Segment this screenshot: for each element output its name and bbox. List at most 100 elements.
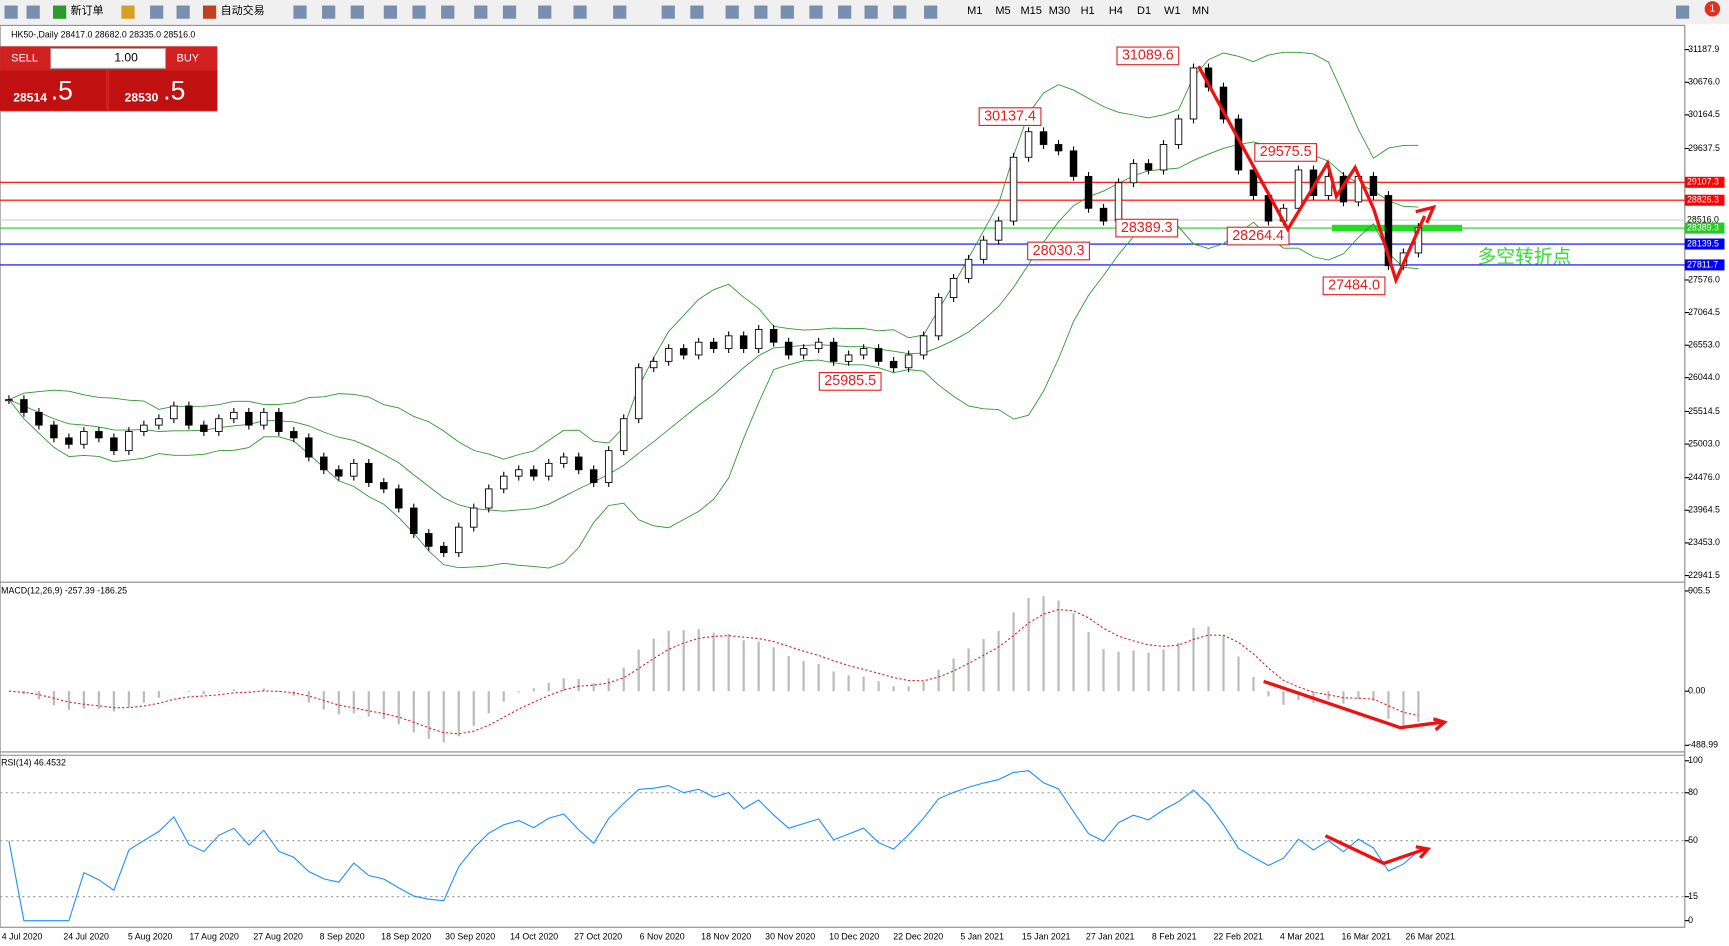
candle <box>1129 163 1138 184</box>
icon[interactable] <box>383 5 398 19</box>
macd-bar <box>157 691 160 698</box>
icon[interactable] <box>573 5 587 19</box>
macd-bar <box>997 630 1000 692</box>
icon[interactable] <box>838 5 852 19</box>
x-tick-label: 5 Aug 2020 <box>128 932 173 942</box>
icon[interactable] <box>150 5 164 19</box>
icon[interactable] <box>474 5 488 19</box>
search-icon[interactable] <box>1675 5 1690 19</box>
macd-bar <box>847 675 850 692</box>
macd-bar <box>787 655 790 692</box>
macd-bar <box>637 649 640 692</box>
candle <box>619 418 628 452</box>
icon[interactable] <box>809 5 823 19</box>
macd-bar <box>592 683 595 692</box>
rsi-line <box>8 770 1419 922</box>
candle <box>1369 175 1378 196</box>
macd-bar <box>67 691 70 710</box>
macd-bar <box>1192 628 1195 692</box>
macd-bar <box>1372 691 1375 701</box>
timeframe[interactable]: D1 <box>1137 5 1151 17</box>
macd-bar <box>712 632 715 692</box>
new-order[interactable]: 新订单 <box>71 3 104 17</box>
rsi-tick-label: 15 <box>1688 891 1698 901</box>
macd-bar <box>1267 691 1270 697</box>
candle <box>50 424 58 439</box>
icon[interactable] <box>754 5 768 19</box>
macd-bar <box>1057 600 1060 692</box>
annotation: 30137.4 <box>984 108 1036 124</box>
icon[interactable] <box>293 5 307 19</box>
candle <box>514 469 523 477</box>
support-bar <box>1331 224 1463 232</box>
arrow-head <box>1432 717 1448 732</box>
macd-bar <box>802 661 805 692</box>
icon[interactable] <box>661 5 675 19</box>
candle <box>799 348 808 356</box>
icon[interactable] <box>725 5 739 19</box>
macd-bar <box>1147 652 1150 692</box>
chart-area <box>0 24 1686 928</box>
timeframe[interactable]: M15 <box>1020 5 1041 17</box>
x-tick-label: 4 Mar 2021 <box>1280 932 1325 942</box>
x-tick-label: 30 Nov 2020 <box>765 932 815 942</box>
macd-bar <box>487 691 490 714</box>
icon[interactable] <box>780 5 794 19</box>
lots[interactable]: 1.00 <box>114 51 138 65</box>
macd-bar <box>382 691 385 720</box>
candle <box>499 475 508 490</box>
timeframe[interactable]: H1 <box>1081 5 1095 17</box>
macd-bar <box>652 638 655 692</box>
x-tick-label: 16 Mar 2021 <box>1341 932 1391 942</box>
macd-bar <box>1207 626 1210 692</box>
timeframe[interactable]: M5 <box>995 5 1010 17</box>
timeframe[interactable]: M30 <box>1049 5 1070 17</box>
macd-bar <box>367 691 370 717</box>
candle <box>1174 118 1183 145</box>
bollinger-band <box>8 221 1419 569</box>
icon[interactable] <box>26 5 40 19</box>
auto-trading[interactable]: 自动交易 <box>221 3 265 17</box>
lots-input[interactable] <box>50 47 167 69</box>
icon[interactable] <box>441 5 455 19</box>
x-tick-label: 24 Jul 2020 <box>63 932 109 942</box>
icon[interactable] <box>53 5 67 19</box>
icon[interactable] <box>893 5 907 19</box>
icon[interactable] <box>613 5 627 19</box>
candle <box>20 399 28 413</box>
timeframe[interactable]: MN <box>1192 5 1209 17</box>
icon[interactable] <box>202 5 217 19</box>
icon[interactable] <box>350 5 364 19</box>
level-tag <box>1684 259 1725 271</box>
sell-button[interactable] <box>0 70 106 111</box>
candle <box>754 329 763 350</box>
candle <box>664 348 673 362</box>
icon[interactable] <box>176 5 190 19</box>
icon[interactable] <box>690 5 704 19</box>
candle <box>245 411 253 426</box>
macd-bar <box>142 691 145 703</box>
icon[interactable] <box>4 5 18 19</box>
level-label: 28139.5 <box>1687 238 1719 248</box>
icon[interactable] <box>412 5 426 19</box>
icon[interactable] <box>322 5 336 19</box>
alert-badge[interactable] <box>1704 1 1721 17</box>
macd-bar <box>907 686 910 692</box>
sell-label[interactable]: SELL <box>11 52 38 64</box>
candle <box>380 482 388 490</box>
timeframe[interactable]: M1 <box>967 5 982 17</box>
icon[interactable] <box>502 5 517 19</box>
icon[interactable] <box>538 5 552 19</box>
macd-bar <box>697 629 700 692</box>
icon[interactable] <box>121 5 135 19</box>
timeframe[interactable]: W1 <box>1164 5 1181 17</box>
candle <box>230 411 238 420</box>
buy-button[interactable] <box>109 70 218 111</box>
macd-bar <box>667 630 670 692</box>
icon[interactable] <box>924 5 938 19</box>
timeframe[interactable]: H4 <box>1109 5 1123 17</box>
buy-label[interactable]: BUY <box>177 52 200 64</box>
candle <box>979 239 988 260</box>
buy-price-pips: .5 <box>163 76 185 106</box>
icon[interactable] <box>864 5 878 19</box>
